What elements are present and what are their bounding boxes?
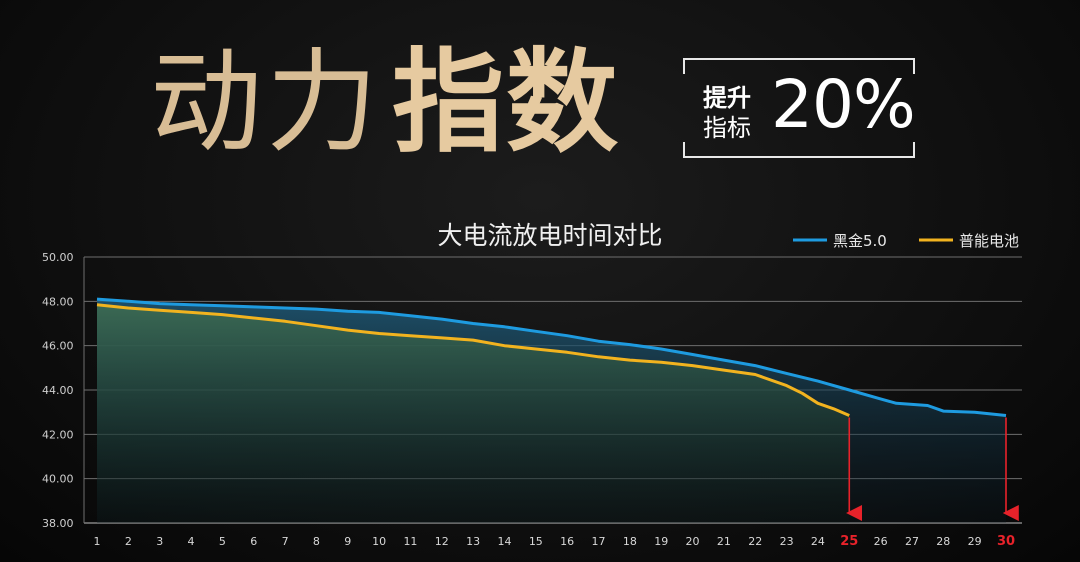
end-markers [846, 417, 1019, 521]
y-tick-label: 42.00 [42, 428, 74, 441]
y-axis: 38.00 40.00 42.00 44.00 46.00 48.00 50.00 [42, 251, 74, 530]
chart-legend: 黑金5.0 普能电池 [793, 232, 1019, 250]
headline-light-text: 动力 [150, 38, 382, 168]
headline-bold-text: 指数 [392, 38, 620, 168]
x-tick-label: 18 [623, 535, 637, 548]
x-tick-label: 11 [403, 535, 417, 548]
x-tick-label: 28 [936, 535, 950, 548]
x-tick-label: 8 [313, 535, 320, 548]
x-tick-label: 13 [466, 535, 480, 548]
x-tick-label: 27 [905, 535, 919, 548]
x-tick-label: 15 [529, 535, 543, 548]
x-tick-label: 14 [497, 535, 511, 548]
x-tick-label: 19 [654, 535, 668, 548]
x-tick-label: 5 [219, 535, 226, 548]
chart-title: 大电流放电时间对比 [437, 221, 662, 250]
x-tick-label: 4 [188, 535, 195, 548]
chart-areas [97, 299, 1006, 523]
x-tick-label: 10 [372, 535, 386, 548]
x-tick-label: 21 [717, 535, 731, 548]
x-tick-label: 22 [748, 535, 762, 548]
x-tick-label: 1 [94, 535, 101, 548]
series-line [96, 297, 1007, 417]
x-tick-label: 7 [282, 535, 289, 548]
y-tick-label: 50.00 [42, 251, 74, 264]
x-tick-label: 12 [435, 535, 449, 548]
x-tick-label: 20 [686, 535, 700, 548]
y-tick-label: 44.00 [42, 384, 74, 397]
x-tick-label: 23 [780, 535, 794, 548]
x-tick-label: 9 [344, 535, 351, 548]
improvement-badge: 提升 指标 20% [683, 58, 916, 158]
legend-label: 普能电池 [959, 232, 1019, 250]
badge-label-line1: 提升 [703, 84, 751, 112]
y-tick-label: 48.00 [42, 295, 74, 308]
series-area [97, 304, 850, 523]
y-tick-label: 40.00 [42, 473, 74, 486]
x-tick-label: 24 [811, 535, 825, 548]
series-line [96, 303, 850, 417]
x-tick-label: 2 [125, 535, 132, 548]
y-tick-label: 38.00 [42, 517, 74, 530]
badge-value: 20% [771, 66, 916, 143]
x-tick-label: 6 [250, 535, 257, 548]
chart-lines [96, 297, 1007, 417]
x-tick-label: 25 [840, 534, 858, 549]
x-tick-label: 30 [997, 534, 1015, 549]
y-tick-label: 46.00 [42, 340, 74, 353]
x-tick-label: 17 [592, 535, 606, 548]
x-tick-label: 29 [968, 535, 982, 548]
headline: 动力 指数 [150, 28, 620, 178]
badge-label-line2: 指标 [703, 114, 751, 142]
legend-label: 黑金5.0 [833, 232, 887, 250]
x-tick-label: 3 [156, 535, 163, 548]
x-axis: 1 2 3 4 5 6 7 8 9 10 11 12 13 14 15 16 17 18 19 20 21 22 23 24 2… [94, 534, 1016, 549]
x-tick-label: 16 [560, 535, 574, 548]
x-tick-label: 26 [874, 535, 888, 548]
